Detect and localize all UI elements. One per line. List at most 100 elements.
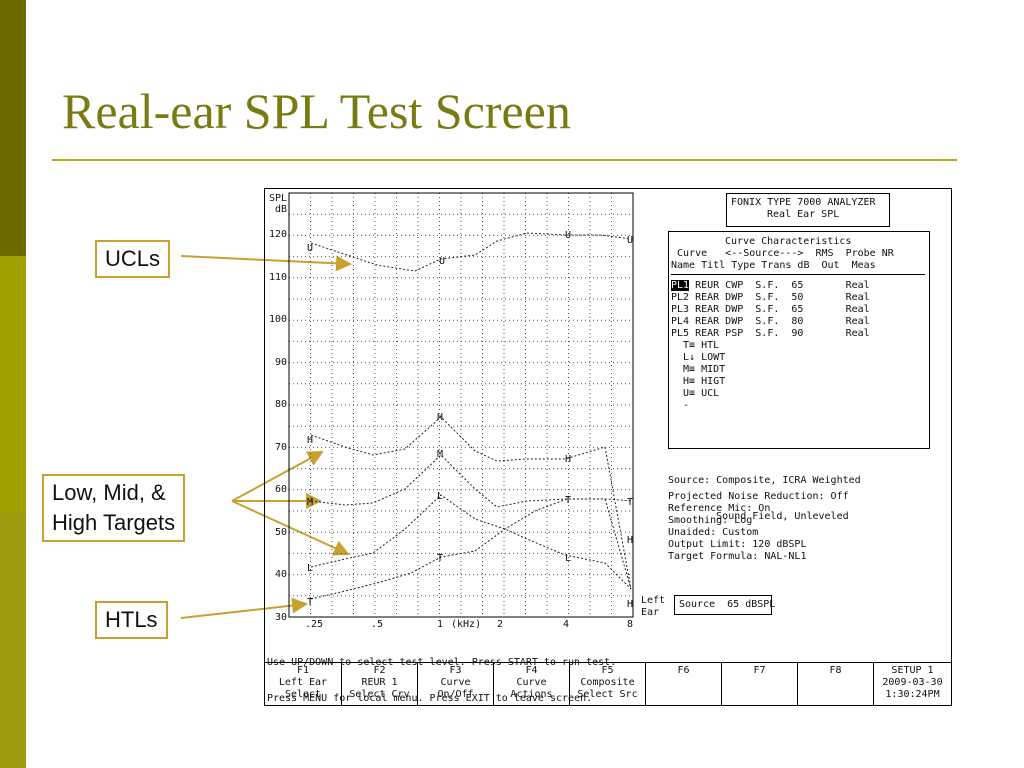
- svg-text:M: M: [307, 497, 313, 508]
- slide-title: Real-ear SPL Test Screen: [62, 83, 571, 139]
- audiogram-plot[interactable]: U U U U H H H H H M M L L L T T T T: [265, 189, 953, 663]
- analyzer-header-box: FONIX TYPE 7000 ANALYZER Real Ear SPL: [726, 193, 890, 227]
- source-description: Source: Composite, ICRA Weighted Sound F…: [668, 451, 861, 547]
- fkey-f7[interactable]: F7: [721, 663, 797, 705]
- svg-text:H: H: [437, 412, 443, 423]
- fkey-label: Actions: [510, 689, 553, 700]
- curve-row-details: REAR PSP S.F. 90 Real: [689, 328, 870, 339]
- source-line2: Sound Field, Unleveled: [668, 511, 849, 522]
- fkey-f5[interactable]: F5 Composite Select Src: [569, 663, 645, 705]
- arrow-low-target: [231, 500, 350, 556]
- curve-characteristics-divider: [671, 274, 925, 275]
- fkey-f6[interactable]: F6: [645, 663, 721, 705]
- htl-curve: [310, 498, 634, 600]
- curve-markers: U U U U H H H H H M M L L L T T T T: [307, 230, 633, 610]
- svg-text:U: U: [307, 243, 313, 254]
- setup-label: SETUP 1: [891, 665, 934, 676]
- x-axis-tick: 1: [437, 619, 444, 630]
- curve-row-name: PL3: [671, 304, 690, 315]
- curve-rows: PL1 REUR CWP S.F. 65 Real PL2 REAR DWP S.…: [671, 280, 870, 412]
- x-axis-tick: 8: [627, 619, 634, 630]
- svg-text:U: U: [439, 256, 445, 267]
- curve-row[interactable]: PL1 REUR CWP S.F. 65 Real: [671, 280, 870, 292]
- fkey-label: Select Crv: [349, 689, 410, 700]
- source-line1: Source: Composite, ICRA Weighted: [668, 475, 861, 486]
- y-axis-tick: 90: [274, 356, 287, 368]
- title-divider: [52, 159, 957, 161]
- curve-characteristics-header2: Name Titl Type Trans dB Out Meas: [671, 260, 876, 271]
- arrow-ucls: [180, 255, 352, 272]
- x-axis-tick: .25: [305, 619, 324, 630]
- fkey-f1[interactable]: F1 Left Ear Select: [265, 663, 341, 705]
- setting-line: Projected Noise Reduction: Off: [668, 491, 849, 502]
- callout-targets: Low, Mid, & High Targets: [42, 474, 186, 542]
- fkey-label: Composite: [580, 677, 635, 688]
- source-level-box[interactable]: Source 65 dBSPL: [674, 595, 775, 615]
- curve-legend-item: U≡ UCL: [671, 388, 720, 399]
- curve-row[interactable]: PL4 REAR DWP S.F. 80 Real: [671, 316, 870, 328]
- y-axis-tick: 50: [274, 526, 287, 538]
- curve-row-details: REAR DWP S.F. 80 Real: [689, 316, 870, 327]
- curve-row-name: PL5: [671, 328, 690, 339]
- fkey-f2[interactable]: F2 REUR 1 Select Crv: [341, 663, 417, 705]
- low-target-curve: [310, 494, 632, 590]
- svg-text:T: T: [437, 553, 443, 564]
- high-target-curve: [310, 416, 632, 590]
- fkey-bar-top-border: [265, 662, 951, 663]
- curve-legend-item: -: [671, 400, 690, 411]
- curve-row[interactable]: PL5 REAR PSP S.F. 90 Real: [671, 328, 870, 340]
- curve-legend-item: T≡ HTL: [671, 340, 720, 351]
- fkey-f4[interactable]: F4 Curve Actions: [493, 663, 569, 705]
- setting-line: Output Limit: 120 dBSPL: [668, 539, 807, 550]
- curve-row-name: PL1: [671, 280, 690, 291]
- curve-row[interactable]: PL3 REAR DWP S.F. 65 Real: [671, 304, 870, 316]
- x-axis-unit: (kHz): [451, 619, 482, 630]
- callout-ucls: UCLs: [95, 240, 171, 278]
- left-ear-label: Left Ear: [641, 595, 665, 619]
- y-axis-tick: 120: [268, 229, 287, 240]
- fkey-f8[interactable]: F8: [797, 663, 873, 705]
- curve-row[interactable]: PL2 REAR DWP S.F. 50 Real: [671, 292, 870, 304]
- fkey-f3[interactable]: F3 Curve On/Off: [417, 663, 493, 705]
- setting-line: Reference Mic: On: [668, 503, 771, 514]
- fkey-number: F6: [677, 665, 690, 676]
- curve-row-details: REAR DWP S.F. 65 Real: [689, 304, 870, 315]
- curve-row-details: REUR CWP S.F. 65 Real: [689, 280, 870, 291]
- curve-characteristics-panel: Curve Characteristics Curve <--Source---…: [668, 231, 930, 449]
- y-axis-tick: 100: [268, 314, 287, 325]
- fkey-number: F8: [829, 665, 842, 676]
- svg-text:M: M: [437, 449, 443, 460]
- curve-row-name: PL2: [671, 292, 690, 303]
- arrow-high-target: [231, 451, 324, 502]
- y-axis-unit-line1: SPL: [268, 193, 287, 204]
- curve-characteristics-title: Curve Characteristics: [725, 236, 852, 247]
- fkey-label: Select: [284, 689, 322, 700]
- fkey-label: REUR 1: [361, 677, 398, 688]
- instruction-line2: Press MENU for local menu. Press EXIT to…: [267, 693, 593, 704]
- setup-date: 2009-03-30: [882, 677, 943, 688]
- x-axis-tick: 2: [497, 619, 504, 630]
- setting-line: Smoothing: Log: [668, 515, 753, 526]
- y-axis-unit-line2: dB: [274, 204, 287, 215]
- svg-text:T: T: [307, 597, 313, 608]
- fkey-label: Select Src: [577, 689, 638, 700]
- y-axis-tick: 30: [274, 611, 287, 623]
- mid-target-curve: [310, 454, 632, 590]
- svg-text:U: U: [565, 230, 571, 241]
- analyzer-header-line2: Real Ear SPL: [767, 209, 840, 220]
- curve-row-name: PL4: [671, 316, 690, 327]
- fkey-number: F2: [373, 665, 386, 676]
- left-ear-line2: Ear: [641, 607, 660, 618]
- y-axis-tick: 40: [274, 569, 287, 580]
- arrow-htls: [180, 597, 308, 619]
- setting-line: Unaided: Custom: [668, 527, 759, 538]
- setup-panel[interactable]: SETUP 1 2009-03-30 1:30:24PM: [873, 663, 951, 705]
- svg-text:L: L: [307, 563, 313, 574]
- svg-text:U: U: [627, 235, 633, 246]
- fkey-number: F5: [601, 665, 614, 676]
- y-axis-unit: SPL dB: [267, 193, 287, 215]
- svg-text:T: T: [565, 495, 571, 506]
- curve-legend-item: H≡ HIGT: [671, 376, 726, 387]
- svg-text:H: H: [565, 454, 571, 465]
